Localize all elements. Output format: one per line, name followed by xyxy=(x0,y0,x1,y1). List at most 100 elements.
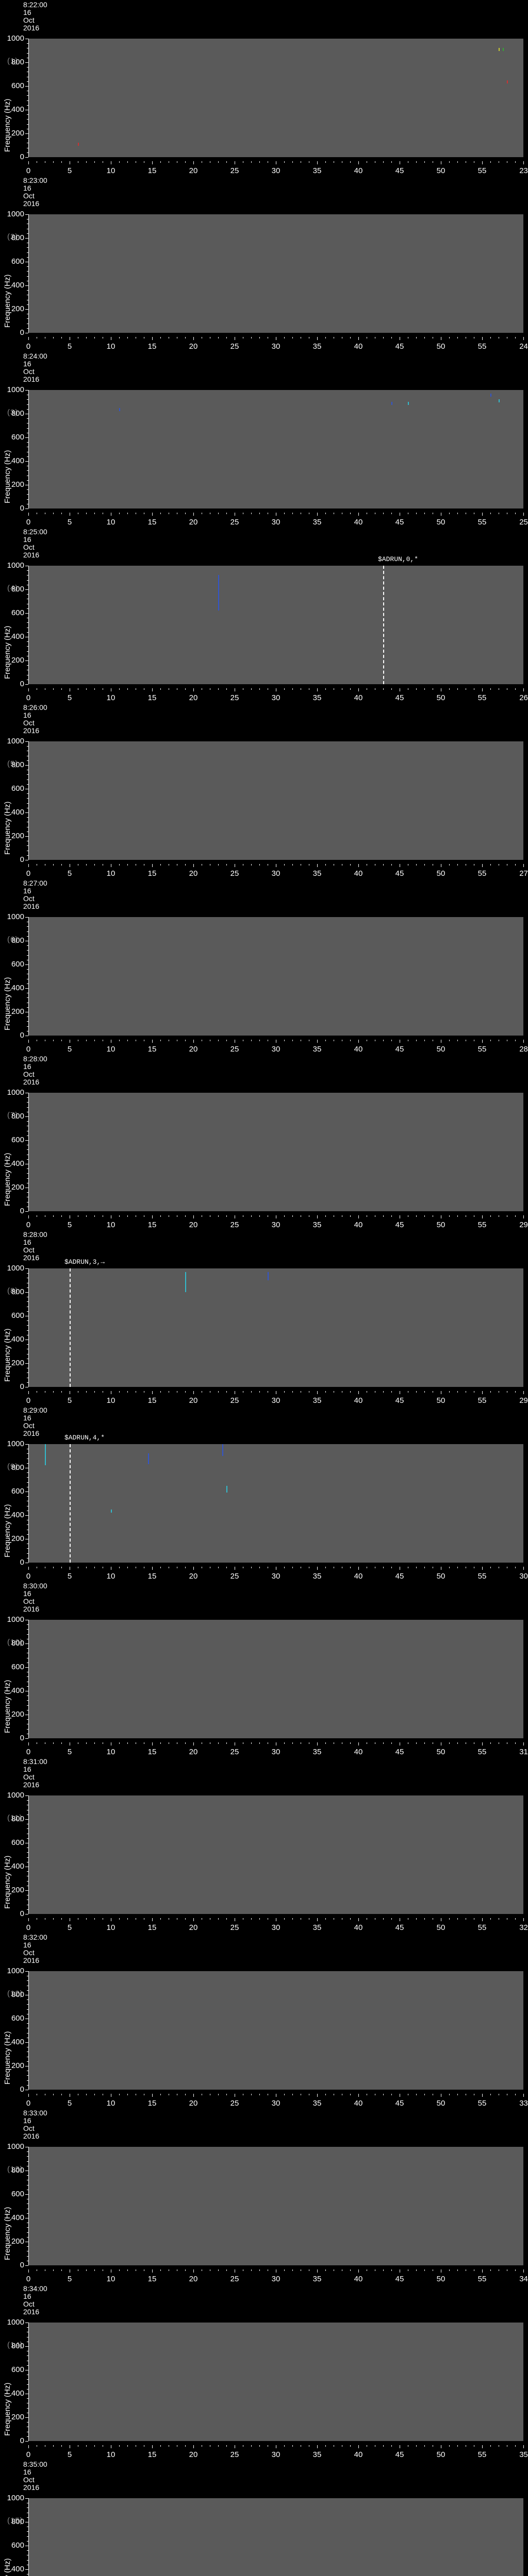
xtick-minor-8-24 xyxy=(226,1391,227,1393)
xtick-mark-1-40 xyxy=(358,161,359,164)
spectrogram-plot-area-12 xyxy=(28,1971,523,2090)
xtick-label-4-35: 35 xyxy=(310,693,324,702)
spectrogram-plot-area-9 xyxy=(28,1444,523,1563)
xtick-label-8-50: 50 xyxy=(434,1396,448,1405)
xtick-minor-12-7 xyxy=(86,2094,87,2095)
xtick-label-12-20: 20 xyxy=(186,2099,201,2108)
xtick-minor-6-39 xyxy=(350,1040,351,1041)
xtick-minor-12-27 xyxy=(251,2094,252,2095)
xtick-minor-13-11 xyxy=(119,2269,120,2271)
xtick-label-13-30: 30 xyxy=(269,2275,283,2283)
xtick-minor-8-43 xyxy=(383,1391,384,1393)
xtick-mark-3-15 xyxy=(152,513,153,516)
xtick-mark-6-40 xyxy=(358,1040,359,1043)
xtick-mark-7-15 xyxy=(152,1215,153,1218)
xtick-mark-11-55 xyxy=(482,1918,483,1921)
xtick-label-6-5: 5 xyxy=(62,1045,77,1054)
xtick-minor-10-24 xyxy=(226,1742,227,1744)
xtick-label-12-10: 10 xyxy=(104,2099,118,2108)
xtick-minor-12-36 xyxy=(325,2094,326,2095)
xtick-label-9-25: 25 xyxy=(227,1572,242,1581)
xtick-label-10-40: 40 xyxy=(351,1748,366,1756)
xtick-mark-8-15 xyxy=(152,1391,153,1394)
xtick-minor-11-28 xyxy=(259,1918,260,1920)
xtick-minor-1-24 xyxy=(226,161,227,163)
ytick-label-5-1000: 1000 xyxy=(2,737,24,745)
xtick-minor-13-36 xyxy=(325,2269,326,2271)
xtick-label-1-0: 0 xyxy=(21,166,36,175)
xtick-label-10-25: 25 xyxy=(227,1748,242,1756)
xtick-label-1-40: 40 xyxy=(351,166,366,175)
xtick-minor-10-19 xyxy=(185,1742,186,1744)
xtick-mark-14-15 xyxy=(152,2445,153,2448)
ytick-label-8-1000: 1000 xyxy=(2,1264,24,1273)
xtick-mark-2-0 xyxy=(28,337,29,340)
xtick-minor-10-3 xyxy=(53,1742,54,1744)
xtick-minor-9-48 xyxy=(424,1567,425,1568)
xtick-minor-11-24 xyxy=(226,1918,227,1920)
detection-marker-9-4 xyxy=(226,1486,227,1493)
spectrogram-plot-area-14 xyxy=(28,2323,523,2441)
xtick-label-10-45: 45 xyxy=(392,1748,407,1756)
xtick-label-11-55: 55 xyxy=(475,1923,489,1932)
xtick-minor-7-48 xyxy=(424,1215,425,1217)
xtick-label-6-15: 15 xyxy=(145,1045,159,1054)
xtick-minor-5-24 xyxy=(226,864,227,866)
xtick-mark-13-35 xyxy=(317,2269,318,2273)
xtick-minor-8-51 xyxy=(449,1391,450,1393)
xtick-label-2-20: 20 xyxy=(186,342,201,351)
xtick-mark-7-0 xyxy=(28,1215,29,1218)
date-label-7: 8:28:00 16 Oct 2016 xyxy=(23,1055,47,1086)
xtick-minor-13-43 xyxy=(383,2269,384,2271)
yaxis-cap-5 xyxy=(25,741,28,742)
detection-marker-1-1 xyxy=(499,48,500,51)
ytick-label-6-600: 600 xyxy=(2,960,24,969)
yaxis-cap-11 xyxy=(25,1795,28,1796)
xtick-minor-1-43 xyxy=(383,161,384,163)
ytick-label-12-600: 600 xyxy=(2,2014,24,2023)
xtick-minor-3-36 xyxy=(325,513,326,514)
spectrogram-plot-area-15 xyxy=(28,2498,523,2576)
xtick-minor-1-48 xyxy=(424,161,425,163)
xtick-minor-6-28 xyxy=(259,1040,260,1041)
xtick-minor-2-4 xyxy=(61,337,62,338)
xtick-mark-8-40 xyxy=(358,1391,359,1394)
xtick-minor-3-19 xyxy=(185,513,186,514)
xtick-label-7-55: 55 xyxy=(475,1221,489,1229)
detection-marker-9-1 xyxy=(111,1510,112,1513)
xtick-label-10-50: 50 xyxy=(434,1748,448,1756)
spectrogram-plot-area-7 xyxy=(28,1093,523,1211)
xtick-label-7-35: 35 xyxy=(310,1221,324,1229)
ytick-label-5-200: 200 xyxy=(2,832,24,840)
ytick-label-5-800: 800 xyxy=(2,760,24,769)
xtick-mark-4-0 xyxy=(28,688,29,691)
xtick-minor-13-56 xyxy=(490,2269,491,2271)
xtick-minor-14-47 xyxy=(416,2445,417,2447)
date-label-15: 8:35:00 16 Oct 2016 xyxy=(23,2461,47,2492)
ytick-label-4-800: 800 xyxy=(2,585,24,594)
xtick-minor-1-31 xyxy=(284,161,285,163)
xtick-minor-11-47 xyxy=(416,1918,417,1920)
spectrogram-plot-area-2 xyxy=(28,214,523,333)
yaxis-cap-8 xyxy=(25,1268,28,1269)
xtick-label-1-15: 15 xyxy=(145,166,159,175)
xtick-minor-9-4 xyxy=(61,1567,62,1568)
xtick-label-2-40: 40 xyxy=(351,342,366,351)
ytick-label-8-400: 400 xyxy=(2,1335,24,1344)
ytick-mark-4-0 xyxy=(25,684,28,685)
pick-marker-line-9 xyxy=(70,1444,71,1563)
xtick-label-8-55: 55 xyxy=(475,1396,489,1405)
yaxis-line-9 xyxy=(28,1444,29,1563)
xtick-label-12-5: 5 xyxy=(62,2099,77,2108)
xtick-label-13-5: 5 xyxy=(62,2275,77,2283)
ytick-label-13-1000: 1000 xyxy=(2,2142,24,2151)
xtick-minor-8-11 xyxy=(119,1391,120,1393)
ytick-label-2-1000: 1000 xyxy=(2,210,24,218)
spectrogram-panel-12: 8:32:00 16 Oct 2016 (12) Frequency (Hz) 0 20… xyxy=(0,1933,528,2108)
xtick-minor-14-31 xyxy=(284,2445,285,2447)
date-label-12: 8:32:00 16 Oct 2016 xyxy=(23,1934,47,1964)
xtick-mark-14-55 xyxy=(482,2445,483,2448)
xtick-minor-1-56 xyxy=(490,161,491,163)
xtick-minor-13-59 xyxy=(515,2269,516,2271)
xtick-mark-3-0 xyxy=(28,513,29,516)
